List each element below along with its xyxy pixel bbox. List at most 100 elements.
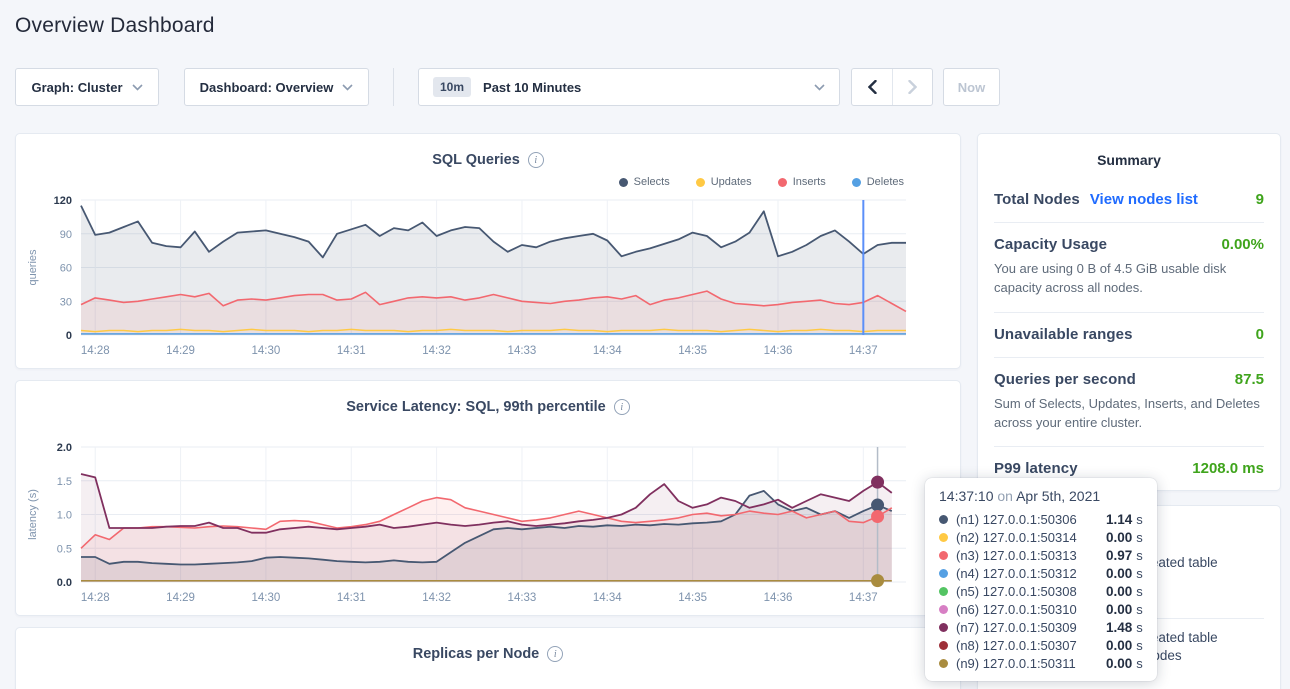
replicas-per-node-chart-card: Replicas per Node i bbox=[15, 627, 961, 689]
node-color-dot bbox=[939, 605, 948, 614]
sql-queries-chart-card: SQL Queries i Selects Updates Inserts De… bbox=[15, 133, 961, 369]
node-color-dot bbox=[939, 641, 948, 650]
node-color-dot bbox=[939, 515, 948, 524]
svg-text:14:28: 14:28 bbox=[81, 345, 110, 357]
summary-label: Total Nodes bbox=[994, 191, 1080, 208]
summary-description: You are using 0 B of 4.5 GiB usable disk… bbox=[994, 260, 1264, 298]
summary-value: 87.5 bbox=[1235, 371, 1264, 388]
dashboard-dropdown-label: Dashboard: Overview bbox=[200, 80, 334, 95]
info-icon[interactable]: i bbox=[614, 399, 630, 415]
legend-dot bbox=[778, 178, 787, 187]
svg-text:14:30: 14:30 bbox=[252, 592, 281, 604]
tooltip-node-row: (n8) 127.0.0.1:503070.00s bbox=[939, 636, 1143, 654]
summary-value: 0 bbox=[1256, 326, 1264, 343]
tooltip-node-row: (n6) 127.0.0.1:503100.00s bbox=[939, 600, 1143, 618]
svg-text:14:36: 14:36 bbox=[764, 592, 793, 604]
page-title: Overview Dashboard bbox=[15, 14, 215, 38]
svg-text:14:28: 14:28 bbox=[81, 592, 110, 604]
summary-label: Capacity Usage bbox=[994, 236, 1107, 253]
svg-text:14:34: 14:34 bbox=[593, 592, 622, 604]
summary-description: Sum of Selects, Updates, Inserts, and De… bbox=[994, 395, 1264, 433]
svg-text:1.5: 1.5 bbox=[57, 476, 72, 488]
summary-row-queries-per-second: Queries per second 87.5 Sum of Selects, … bbox=[994, 357, 1264, 447]
summary-row-total-nodes: Total Nodes View nodes list 9 bbox=[994, 178, 1264, 222]
chevron-left-icon bbox=[868, 80, 877, 94]
tooltip-timestamp: 14:37:10 on Apr 5th, 2021 bbox=[939, 488, 1143, 504]
summary-value: 9 bbox=[1256, 191, 1264, 208]
summary-row-capacity-usage: Capacity Usage 0.00% You are using 0 B o… bbox=[994, 222, 1264, 312]
time-next-button[interactable] bbox=[892, 69, 932, 105]
graph-scope-dropdown[interactable]: Graph: Cluster bbox=[15, 68, 159, 106]
legend-item-updates[interactable]: Updates bbox=[696, 174, 752, 190]
summary-value: 0.00% bbox=[1221, 236, 1264, 253]
summary-title: Summary bbox=[994, 148, 1264, 178]
svg-text:latency (s): latency (s) bbox=[27, 489, 39, 540]
legend-item-selects[interactable]: Selects bbox=[619, 174, 670, 190]
tooltip-node-row: (n3) 127.0.0.1:503130.97s bbox=[939, 546, 1143, 564]
tooltip-node-row: (n2) 127.0.0.1:503140.00s bbox=[939, 528, 1143, 546]
info-icon[interactable]: i bbox=[528, 152, 544, 168]
chart-title: Service Latency: SQL, 99th percentile bbox=[346, 399, 606, 415]
chart-title: SQL Queries bbox=[432, 152, 520, 168]
sql-queries-chart[interactable]: 14:2814:2914:3014:3114:3214:3314:3414:35… bbox=[16, 192, 961, 364]
summary-value: 1208.0 ms bbox=[1192, 460, 1264, 477]
svg-text:2.0: 2.0 bbox=[57, 442, 72, 454]
legend-item-inserts[interactable]: Inserts bbox=[778, 174, 826, 190]
svg-text:14:32: 14:32 bbox=[422, 592, 451, 604]
svg-text:14:30: 14:30 bbox=[252, 345, 281, 357]
svg-text:0.0: 0.0 bbox=[57, 577, 72, 589]
node-color-dot bbox=[939, 551, 948, 560]
svg-text:14:31: 14:31 bbox=[337, 592, 366, 604]
svg-text:0: 0 bbox=[66, 330, 72, 342]
svg-text:60: 60 bbox=[60, 263, 72, 275]
summary-panel: Summary Total Nodes View nodes list 9 Ca… bbox=[977, 133, 1281, 491]
dashboard-dropdown[interactable]: Dashboard: Overview bbox=[184, 68, 369, 106]
svg-text:14:29: 14:29 bbox=[166, 592, 195, 604]
now-button[interactable]: Now bbox=[943, 68, 1000, 106]
svg-text:14:37: 14:37 bbox=[849, 592, 878, 604]
svg-text:120: 120 bbox=[54, 195, 72, 207]
legend-dot bbox=[852, 178, 861, 187]
chart-tooltip: 14:37:10 on Apr 5th, 2021 (n1) 127.0.0.1… bbox=[925, 478, 1157, 681]
node-color-dot bbox=[939, 587, 948, 596]
svg-text:queries: queries bbox=[27, 249, 39, 286]
svg-text:14:33: 14:33 bbox=[508, 592, 537, 604]
svg-text:30: 30 bbox=[60, 296, 72, 308]
svg-text:14:36: 14:36 bbox=[764, 345, 793, 357]
legend-dot bbox=[696, 178, 705, 187]
service-latency-chart[interactable]: 14:2814:2914:3014:3114:3214:3314:3414:35… bbox=[16, 439, 961, 611]
svg-text:90: 90 bbox=[60, 229, 72, 241]
tooltip-node-row: (n7) 127.0.0.1:503091.48s bbox=[939, 618, 1143, 636]
summary-label: Unavailable ranges bbox=[994, 326, 1133, 343]
time-range-selector[interactable]: 10m Past 10 Minutes bbox=[418, 68, 840, 106]
svg-text:14:33: 14:33 bbox=[508, 345, 537, 357]
dashboard-controls: Graph: Cluster Dashboard: Overview 10m P… bbox=[15, 68, 1000, 106]
divider bbox=[393, 68, 394, 106]
svg-text:14:34: 14:34 bbox=[593, 345, 622, 357]
tooltip-node-row: (n4) 127.0.0.1:503120.00s bbox=[939, 564, 1143, 582]
graph-scope-label: Graph: Cluster bbox=[31, 80, 122, 95]
time-prev-button[interactable] bbox=[852, 69, 892, 105]
tooltip-node-row: (n5) 127.0.0.1:503080.00s bbox=[939, 582, 1143, 600]
node-color-dot bbox=[939, 623, 948, 632]
summary-label: Queries per second bbox=[994, 371, 1136, 388]
svg-text:14:37: 14:37 bbox=[849, 345, 878, 357]
svg-text:14:31: 14:31 bbox=[337, 345, 366, 357]
svg-text:14:29: 14:29 bbox=[166, 345, 195, 357]
tooltip-node-row: (n1) 127.0.0.1:503061.14s bbox=[939, 510, 1143, 528]
node-color-dot bbox=[939, 533, 948, 542]
time-range-label: Past 10 Minutes bbox=[483, 80, 581, 95]
service-latency-chart-card: Service Latency: SQL, 99th percentile i … bbox=[15, 380, 961, 616]
legend-dot bbox=[619, 178, 628, 187]
chevron-down-icon bbox=[342, 84, 353, 91]
info-icon[interactable]: i bbox=[547, 646, 563, 662]
view-nodes-list-link[interactable]: View nodes list bbox=[1090, 191, 1198, 208]
chevron-down-icon bbox=[814, 84, 825, 91]
legend-item-deletes[interactable]: Deletes bbox=[852, 174, 904, 190]
summary-label: P99 latency bbox=[994, 460, 1078, 477]
node-color-dot bbox=[939, 659, 948, 668]
svg-text:1.0: 1.0 bbox=[57, 510, 72, 522]
svg-text:14:32: 14:32 bbox=[422, 345, 451, 357]
tooltip-node-row: (n9) 127.0.0.1:503110.00s bbox=[939, 654, 1143, 672]
summary-row-unavailable-ranges: Unavailable ranges 0 bbox=[994, 312, 1264, 357]
